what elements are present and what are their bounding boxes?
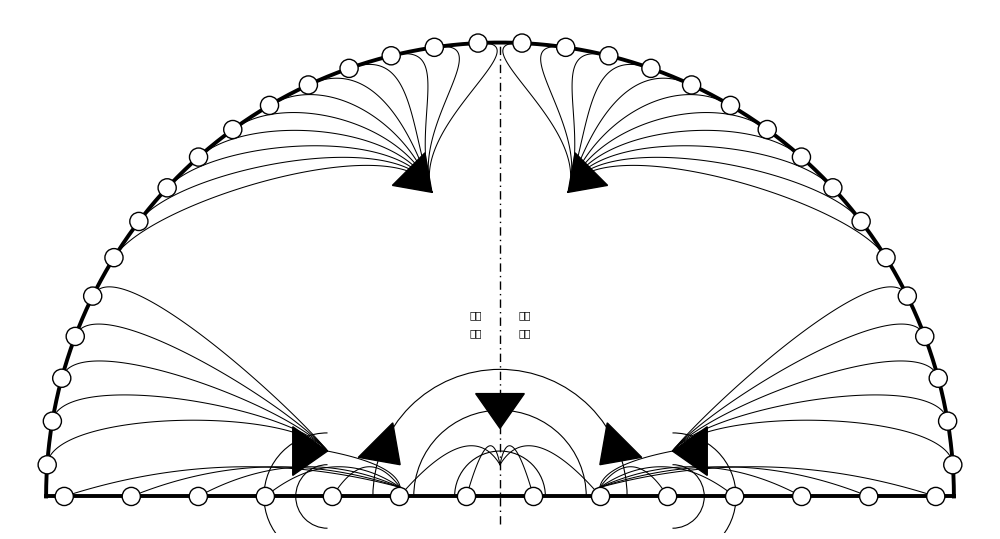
Circle shape [659,487,677,506]
Circle shape [916,327,934,345]
Circle shape [256,487,274,506]
Circle shape [852,212,870,231]
Circle shape [130,212,148,231]
Polygon shape [476,393,524,429]
Circle shape [726,487,744,506]
Circle shape [927,487,945,506]
Polygon shape [293,427,328,475]
Circle shape [824,179,842,197]
Circle shape [55,487,73,506]
Circle shape [557,38,575,57]
Circle shape [457,487,476,506]
Circle shape [425,38,443,57]
Text: 隧道
中线: 隧道 中线 [518,310,531,338]
Circle shape [66,327,84,345]
Polygon shape [600,423,642,465]
Circle shape [158,179,176,197]
Polygon shape [392,153,432,192]
Circle shape [929,369,947,388]
Circle shape [939,412,957,430]
Circle shape [382,47,400,65]
Circle shape [793,487,811,506]
Circle shape [591,487,610,506]
Circle shape [877,248,895,267]
Circle shape [944,455,962,474]
Circle shape [898,287,916,305]
Circle shape [43,412,61,430]
Circle shape [323,487,341,506]
Circle shape [189,148,208,166]
Circle shape [53,369,71,388]
Circle shape [524,487,543,506]
Text: 隧道
中线: 隧道 中线 [469,310,482,338]
Circle shape [84,287,102,305]
Circle shape [469,34,487,52]
Circle shape [721,96,740,114]
Circle shape [105,248,123,267]
Circle shape [224,120,242,139]
Circle shape [390,487,409,506]
Polygon shape [358,423,400,465]
Circle shape [792,148,811,166]
Circle shape [189,487,207,506]
Polygon shape [672,427,707,475]
Circle shape [340,59,358,78]
Circle shape [513,34,531,52]
Polygon shape [568,153,608,192]
Circle shape [600,47,618,65]
Circle shape [260,96,279,114]
Circle shape [642,59,660,78]
Circle shape [758,120,776,139]
Circle shape [683,76,701,94]
Circle shape [860,487,878,506]
Circle shape [299,76,317,94]
Circle shape [38,455,56,474]
Circle shape [122,487,140,506]
